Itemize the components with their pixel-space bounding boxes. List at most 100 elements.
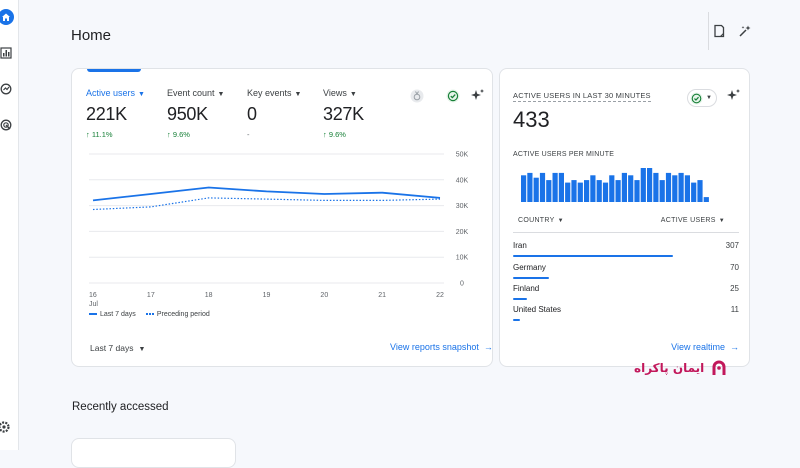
metric-label[interactable]: Key events ▼	[247, 88, 302, 98]
arrow-right-icon: →	[483, 342, 493, 352]
realtime-insights-button[interactable]	[726, 88, 742, 104]
per-minute-bar[interactable]	[571, 180, 577, 202]
settings-icon	[0, 421, 10, 433]
per-minute-bar[interactable]	[521, 175, 527, 202]
per-minute-bar[interactable]	[697, 180, 703, 202]
metric-value: 327K	[323, 104, 364, 124]
per-minute-bar[interactable]	[602, 182, 609, 202]
per-minute-bar[interactable]	[533, 177, 539, 202]
data-quality-button[interactable]	[446, 89, 460, 103]
x-tick-label: 21	[378, 292, 386, 299]
metric-label[interactable]: Event count ▼	[167, 88, 225, 98]
per-minute-bar[interactable]	[539, 172, 546, 202]
caret-down-icon: ▼	[217, 91, 225, 98]
caret-down-icon: ▼	[718, 218, 725, 224]
metric-views[interactable]: Views ▼ 327K ↑ 9.6%	[323, 88, 364, 139]
x-tick-label: 16	[89, 292, 97, 299]
metric-value: 0	[247, 104, 257, 124]
per-minute-bar[interactable]	[590, 175, 596, 202]
medal-button[interactable]	[410, 89, 424, 103]
legend-item-preceding-period: Preceding period	[145, 311, 210, 318]
per-minute-bar[interactable]	[558, 172, 564, 202]
per-minute-bar[interactable]	[621, 172, 627, 202]
per-minute-bar[interactable]	[628, 175, 634, 202]
per-minute-bar[interactable]	[678, 172, 684, 202]
metric-value: 950K	[167, 104, 208, 124]
target-icon	[0, 119, 12, 131]
metric-delta: ↑ 9.6%	[167, 130, 190, 139]
per-minute-bar[interactable]	[565, 182, 571, 202]
per-minute-bar[interactable]	[653, 172, 659, 202]
realtime-value: 433	[513, 107, 550, 132]
view-realtime-link[interactable]: View realtime →	[671, 342, 739, 352]
per-minute-bar-chart	[521, 168, 709, 202]
caret-down-icon: ▼	[706, 95, 712, 101]
per-minute-bar[interactable]	[672, 175, 678, 202]
active-users-column-header[interactable]: ACTIVE USERS ▼	[660, 217, 725, 224]
country-share-bar	[513, 277, 550, 279]
recent-item-card[interactable]	[71, 438, 236, 468]
metric-active-users[interactable]: Active users ▼ 221K ↑ 11.1%	[86, 88, 145, 139]
legend-swatch-solid	[89, 313, 97, 316]
date-range-selector[interactable]: Last 7 days ▼	[90, 343, 146, 353]
per-minute-bar[interactable]	[615, 180, 621, 202]
notes-button[interactable]	[712, 24, 726, 43]
per-minute-bar[interactable]	[609, 175, 615, 202]
metric-key-events[interactable]: Key events ▼ 0 -	[247, 88, 301, 139]
country-share-bar	[513, 298, 527, 300]
insights-button[interactable]	[738, 24, 752, 43]
per-minute-bar[interactable]	[577, 182, 583, 202]
metric-label[interactable]: Views ▼	[323, 88, 357, 98]
per-minute-bar[interactable]	[596, 180, 602, 202]
country-name: Iran	[513, 241, 527, 250]
nav-reports[interactable]	[0, 42, 18, 64]
country-users: 307	[725, 241, 739, 250]
metric-label[interactable]: Active users ▼	[86, 88, 145, 98]
series-line-preceding-period	[92, 197, 441, 211]
metric-event-count[interactable]: Event count ▼ 950K ↑ 9.6%	[167, 88, 224, 139]
per-minute-bar[interactable]	[546, 180, 552, 202]
per-minute-bar[interactable]	[634, 180, 640, 202]
x-tick-label: 20	[320, 292, 328, 299]
per-minute-bar[interactable]	[684, 175, 690, 202]
x-tick-label: Jul	[89, 301, 98, 308]
realtime-quality-dropdown[interactable]: ▼	[687, 89, 717, 107]
medal-icon	[410, 89, 424, 103]
per-minute-bar[interactable]	[640, 168, 646, 202]
nav-settings[interactable]	[0, 420, 12, 439]
country-share-bar	[513, 255, 674, 257]
per-minute-bar[interactable]	[659, 180, 665, 202]
per-minute-bar[interactable]	[584, 180, 590, 202]
header-actions	[712, 24, 752, 43]
nav-advertising[interactable]	[0, 114, 18, 136]
metric-delta: ↑ 11.1%	[86, 130, 113, 139]
caret-down-icon: ▼	[138, 346, 146, 353]
view-reports-snapshot-link[interactable]: View reports snapshot →	[390, 342, 493, 352]
per-minute-bar[interactable]	[527, 172, 533, 202]
explore-icon	[0, 83, 12, 95]
per-minute-bar[interactable]	[552, 172, 558, 202]
arrow-right-icon: →	[730, 342, 739, 352]
x-tick-label: 17	[147, 292, 155, 299]
per-minute-bar[interactable]	[691, 182, 697, 202]
per-minute-bar[interactable]	[703, 197, 709, 202]
per-minute-bar[interactable]	[665, 172, 672, 202]
table-divider	[513, 232, 739, 233]
left-nav-rail	[0, 0, 19, 450]
check-circle-icon	[446, 89, 460, 103]
y-tick-label: 50K	[456, 152, 469, 159]
country-share-bar	[513, 319, 520, 321]
per-minute-bar[interactable]	[647, 168, 653, 202]
chart-legend: Last 7 days Preceding period	[89, 311, 210, 318]
caret-down-icon: ▼	[349, 91, 357, 98]
country-name: Finland	[513, 284, 540, 293]
x-tick-label: 22	[436, 292, 444, 299]
metric-delta: ↑ 9.6%	[323, 130, 346, 139]
nav-home[interactable]	[0, 6, 18, 28]
bar-chart-icon	[0, 47, 12, 59]
nav-explore[interactable]	[0, 78, 18, 100]
home-icon	[0, 9, 14, 25]
country-column-header[interactable]: COUNTRY ▼	[518, 217, 564, 224]
watermark: ایمان پاکراه	[634, 359, 728, 377]
insights-sparkle-button[interactable]	[470, 88, 486, 104]
